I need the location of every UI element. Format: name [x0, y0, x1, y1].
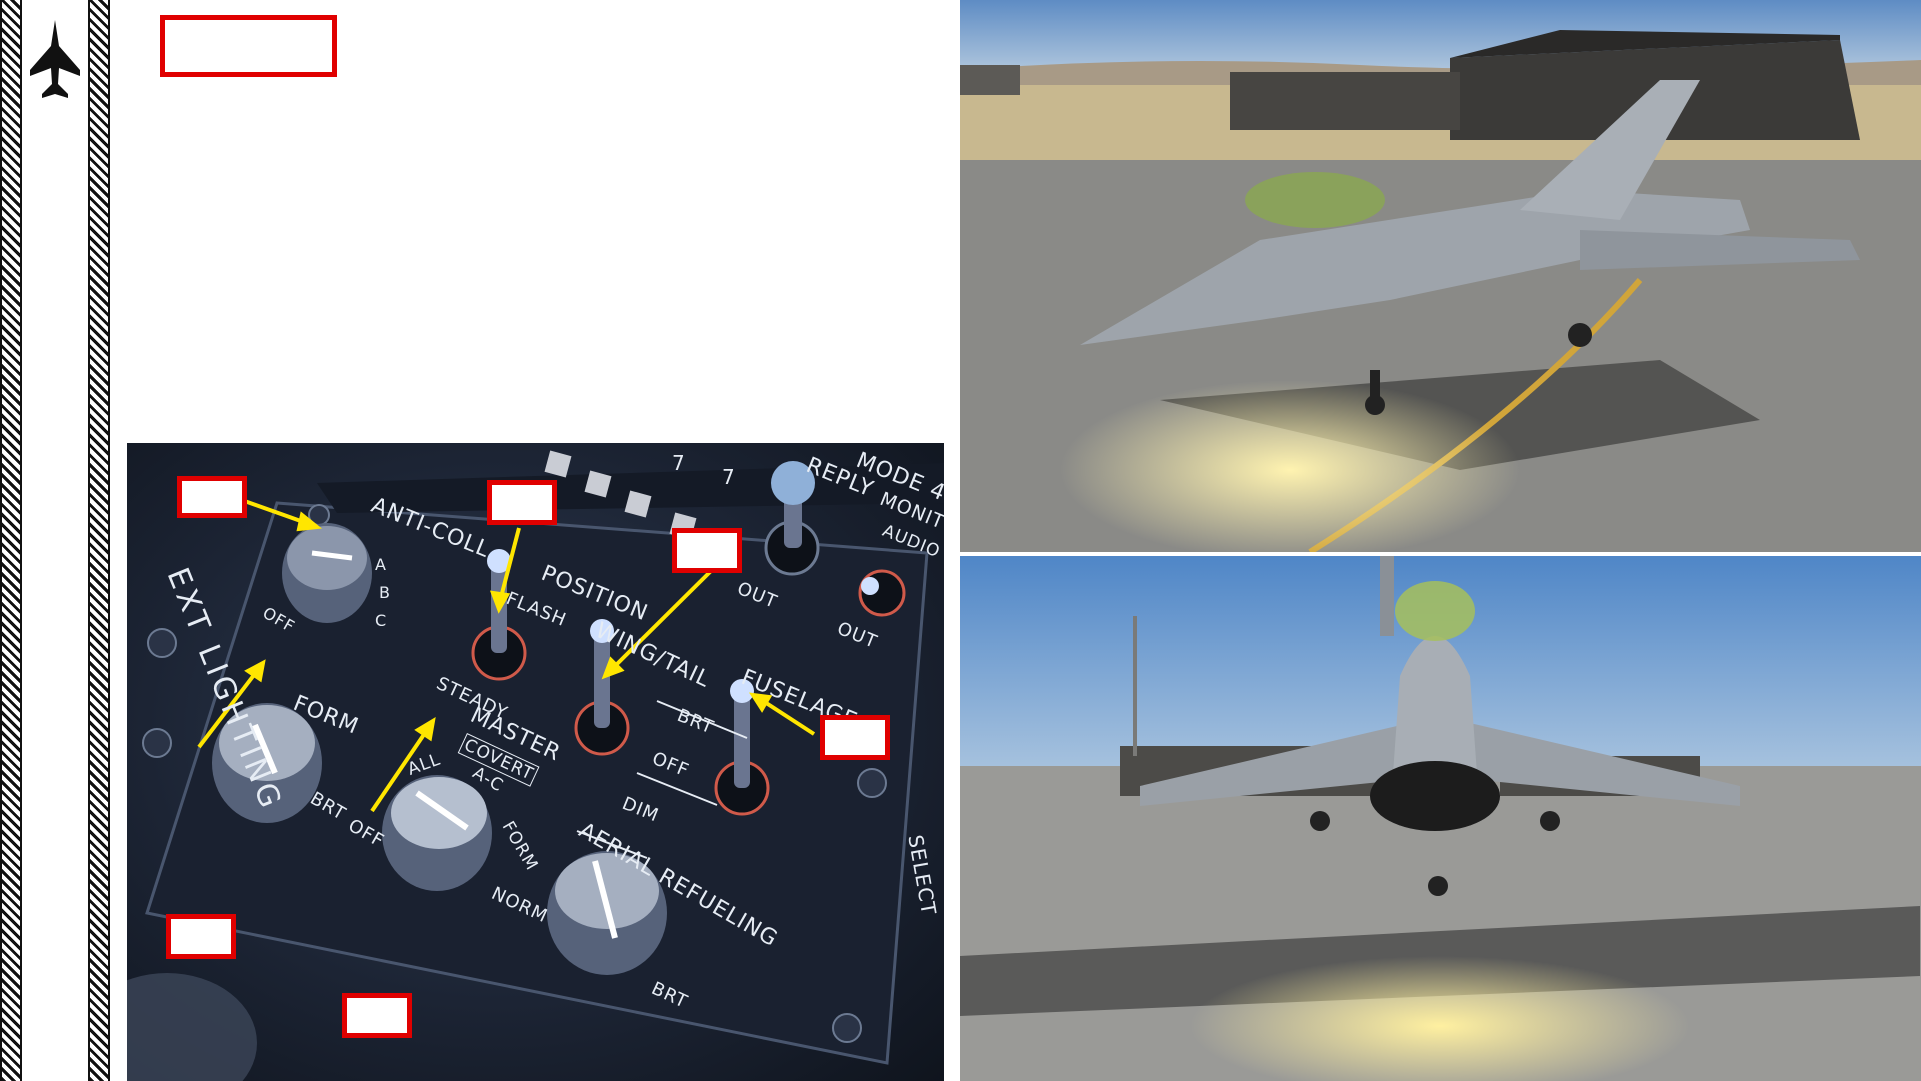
callout-box-anti-coll	[177, 476, 247, 518]
reply-toggle	[764, 461, 820, 576]
ext-lighting-panel-image: ANTI-COLL POSITION FLASH STEADY WING/TAI…	[127, 443, 944, 1081]
photo-jet-side-view	[960, 0, 1921, 552]
wing-tail-toggle	[574, 619, 630, 756]
photo-jet-front-view	[960, 556, 1921, 1081]
audio-toggle	[858, 569, 906, 617]
callout-box-wing-tail	[672, 528, 742, 573]
hatch-stripe-left	[0, 0, 22, 1081]
anti-coll-knob	[282, 523, 372, 623]
form-knob	[212, 703, 322, 823]
panel-artwork	[127, 450, 944, 1081]
title-placeholder-box	[160, 15, 337, 77]
label-a: A	[375, 555, 387, 574]
fuselage-toggle	[714, 679, 770, 816]
master-knob	[382, 775, 492, 891]
callout-box-master	[342, 993, 412, 1038]
aerial-refueling-knob	[547, 851, 667, 975]
label-seven-1: 7	[672, 451, 686, 475]
label-b: B	[379, 583, 391, 602]
left-sidebar	[0, 0, 110, 1081]
label-c: C	[375, 611, 388, 630]
callout-box-flash-steady	[487, 480, 557, 525]
fighter-jet-icon	[30, 20, 80, 98]
label-seven-2: 7	[722, 465, 736, 489]
hatch-stripe-right	[88, 0, 110, 1081]
callout-box-fuselage	[820, 715, 890, 760]
callout-box-form	[166, 914, 236, 959]
